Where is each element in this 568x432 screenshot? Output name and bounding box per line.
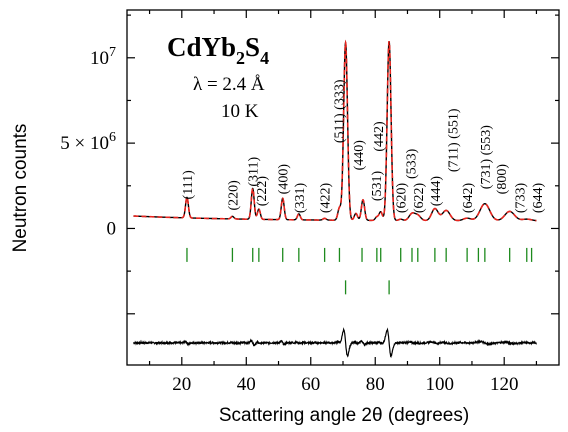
hkl-label: (222)	[255, 176, 270, 207]
x-tick-label: 20	[172, 374, 191, 395]
x-tick-label: 60	[301, 374, 320, 395]
calculated-series	[133, 39, 537, 222]
x-tick-label: 80	[366, 374, 385, 395]
hkl-label: (800)	[495, 164, 510, 195]
y-axis-label: Neutron counts	[10, 124, 31, 253]
y-tick-label: 5 × 106	[60, 130, 116, 154]
hkl-label: (422)	[319, 182, 334, 213]
axis-ticks-layer: 20 40 60 80 100 120 0 5 × 106 107	[60, 10, 559, 395]
hkl-label: (644)	[531, 182, 546, 213]
y-tick-label: 0	[107, 218, 117, 239]
x-tick-label: 40	[237, 374, 256, 395]
hkl-label: (444)	[429, 176, 444, 207]
hkl-label: (533)	[405, 148, 420, 179]
hkl-label: (622)	[412, 182, 427, 213]
chart-title: CdYb2S4	[167, 32, 269, 68]
hkl-label: (440)	[352, 140, 367, 171]
temperature-annotation: 10 K	[221, 101, 259, 122]
bragg-markers-layer	[186, 247, 533, 295]
hkl-label: (331)	[293, 182, 308, 213]
hkl-label: (311)	[247, 157, 262, 187]
hkl-label: (731) (553)	[479, 125, 494, 189]
hkl-label: (511) (333)	[332, 79, 347, 143]
curves-layer	[133, 39, 537, 359]
x-tick-label: 120	[490, 374, 519, 395]
hkl-label: (400)	[277, 164, 292, 195]
difference-series	[133, 327, 537, 359]
hkl-label: (442)	[372, 121, 387, 152]
wavelength-annotation: λ = 2.4 Å	[193, 74, 265, 95]
y-tick-label: 107	[90, 45, 116, 69]
hkl-label: (620)	[395, 182, 410, 213]
hkl-label: (711) (551)	[447, 108, 462, 172]
hkl-label: (111)	[181, 170, 196, 200]
hkl-label: (733)	[514, 182, 529, 213]
x-axis-label: Scattering angle 2θ (degrees)	[219, 405, 469, 426]
hkl-label: (220)	[226, 180, 241, 211]
hkl-labels-layer: (111) (220) (311)(222) (400)(331) (422) (511)…	[181, 79, 546, 213]
hkl-label: (642)	[461, 182, 476, 213]
x-tick-label: 100	[425, 374, 454, 395]
plot-frame	[126, 9, 560, 366]
hkl-label: (531)	[370, 170, 385, 201]
